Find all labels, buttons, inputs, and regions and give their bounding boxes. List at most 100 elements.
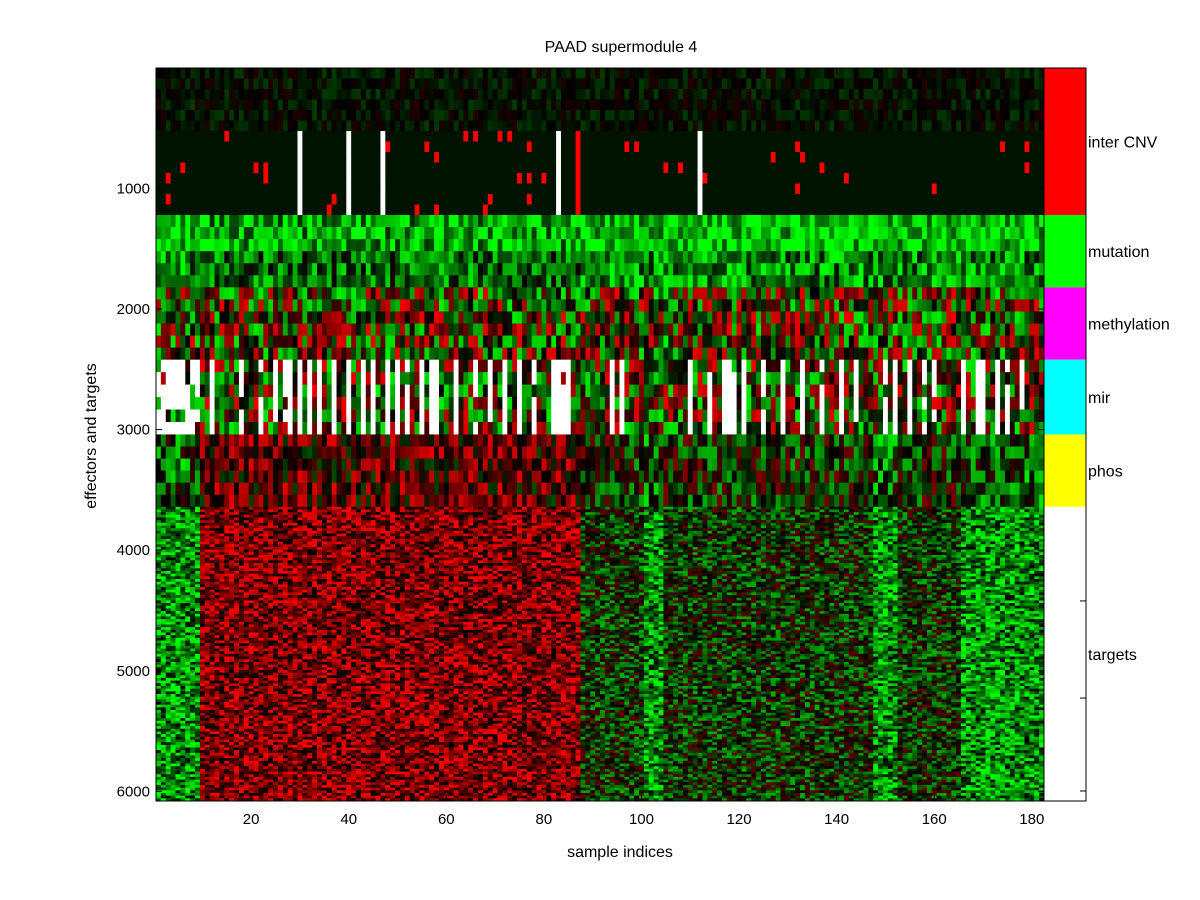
heatmap-cell [965,99,972,111]
heatmap-cell [687,130,694,142]
heatmap-cell [341,227,347,240]
heatmap-cell [156,409,162,423]
heatmap-cell [419,227,425,240]
heatmap-cell [965,141,972,153]
heatmap-cell [892,110,899,121]
heatmap-cell [624,162,630,174]
heatmap-cell [639,141,645,153]
heatmap-cell [956,89,962,100]
heatmap-cell [961,120,967,132]
heatmap-cell [926,162,933,174]
heatmap-cell [331,287,337,300]
heatmap-cell [336,372,342,385]
heatmap-cell [546,183,552,195]
heatmap-cell [712,204,718,216]
heatmap-cell [965,89,972,100]
heatmap-cell [190,239,196,252]
heatmap-cell [995,78,1001,90]
heatmap-cell [277,172,284,184]
heatmap-cell [209,384,215,398]
heatmap-cell [834,299,840,312]
heatmap-cell [297,99,303,111]
heatmap-cell [995,239,1001,252]
heatmap-cell [897,251,903,264]
heatmap-cell [317,193,323,205]
heatmap-cell [273,183,279,195]
heatmap-cell [1029,239,1035,252]
heatmap-cell [990,347,996,361]
heatmap-cell [761,227,767,240]
heatmap-cell [726,239,733,252]
heatmap-cell [834,78,840,90]
heatmap-cell [790,204,796,216]
heatmap-cell [634,120,640,132]
heatmap-cell [385,89,391,100]
heatmap-cell [814,214,820,228]
heatmap-cell [185,421,191,435]
heatmap-cell [165,275,172,288]
heatmap-cell [258,372,264,385]
heatmap-cell [653,299,659,312]
heatmap-cell [180,204,186,216]
heatmap-cell [756,78,762,90]
heatmap-cell [297,263,303,276]
heatmap-cell [702,68,708,79]
heatmap-cell [970,275,977,288]
heatmap-cell [346,384,352,398]
heatmap-cell [248,372,254,385]
heatmap-cell [965,204,972,216]
heatmap-cell [185,193,191,205]
heatmap-cell [619,141,625,153]
heatmap-cell [302,227,308,240]
heatmap-cell [482,183,489,195]
heatmap-cell [1019,89,1025,100]
heatmap-cell [453,204,459,216]
heatmap-cell [961,275,967,288]
heatmap-cell [336,68,342,79]
heatmap-cell [795,335,801,349]
heatmap-cell [224,227,230,240]
heatmap-cell [521,130,528,142]
heatmap-cell [380,183,386,195]
heatmap-cell [946,120,952,132]
heatmap-cell [600,172,606,184]
heatmap-cell [882,287,889,300]
heatmap-cell [463,89,469,100]
heatmap-cell [199,183,206,195]
heatmap-cell [863,183,869,195]
heatmap-cell [756,299,762,312]
heatmap-cell [804,239,811,252]
heatmap-cell [326,409,333,423]
heatmap-cell [219,130,225,142]
heatmap-cell [717,99,723,111]
heatmap-cell [1039,275,1045,288]
heatmap-cell [390,275,396,288]
heatmap-cell [273,311,279,324]
heatmap-cell [546,120,552,132]
heatmap-cell [1000,263,1006,276]
heatmap-cell [663,162,669,174]
heatmap-cell [678,204,684,216]
heatmap-cell [907,335,913,349]
heatmap-cell [839,162,845,174]
heatmap-cell [287,99,294,111]
heatmap-cell [175,251,181,264]
heatmap-cell [824,323,830,336]
heatmap-cell [448,287,455,300]
heatmap-cell [614,299,620,312]
heatmap-cell [365,275,372,288]
heatmap-cell [868,347,874,361]
heatmap-cell [541,311,547,324]
heatmap-cell [195,204,201,216]
heatmap-cell [502,130,508,142]
heatmap-cell [770,239,777,252]
heatmap-cell [731,78,738,90]
heatmap-cell [556,263,562,276]
heatmap-cell [512,172,518,184]
heatmap-cell [985,204,991,216]
heatmap-cell [492,193,498,205]
heatmap-cell [761,120,767,132]
heatmap-cell [917,239,923,252]
heatmap-cell [824,227,830,240]
heatmap-cell [707,151,713,163]
